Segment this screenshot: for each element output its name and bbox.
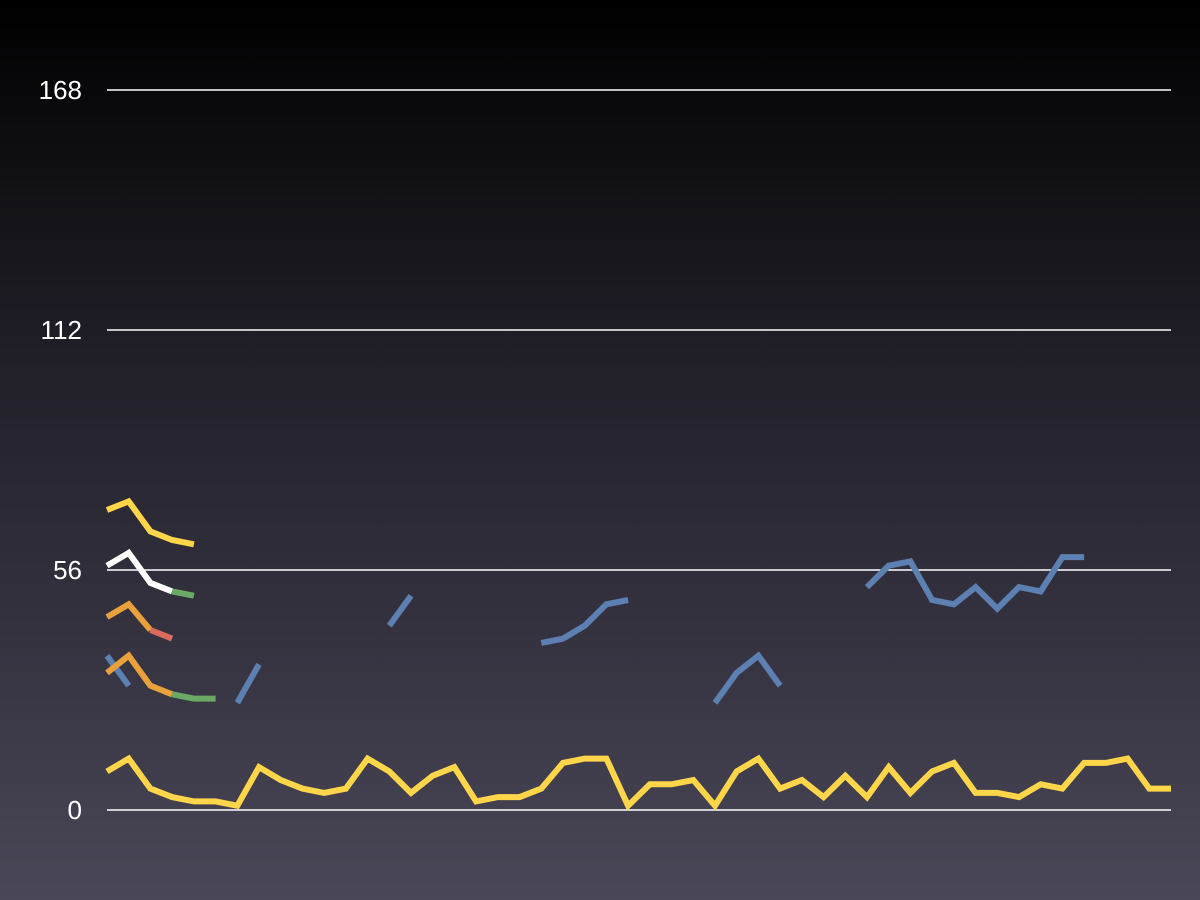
series-line <box>540 597 629 646</box>
gridlines <box>107 89 1171 811</box>
y-tick-label: 112 <box>41 315 82 345</box>
series-line <box>234 662 262 705</box>
series-line <box>105 600 153 632</box>
series-lines <box>104 497 1171 811</box>
series-line <box>104 653 132 688</box>
series-line <box>171 588 195 599</box>
series-line <box>386 593 414 628</box>
y-tick-label: 168 <box>39 75 82 105</box>
series-line <box>105 548 174 595</box>
series-line <box>105 651 174 698</box>
series-line <box>864 554 1085 613</box>
y-tick-label: 0 <box>68 795 82 825</box>
series-line <box>105 497 195 548</box>
y-axis-tick-labels: 0 56 112 168 <box>39 75 82 825</box>
series-line <box>171 691 216 702</box>
series-line <box>149 627 174 642</box>
series-line <box>712 651 783 705</box>
y-tick-label: 56 <box>53 555 82 585</box>
series-line <box>105 754 1171 811</box>
